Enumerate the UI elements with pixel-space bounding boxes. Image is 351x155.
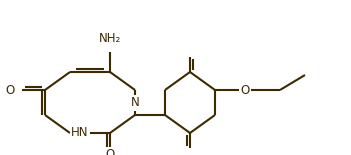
Text: O: O xyxy=(5,84,15,97)
Text: N: N xyxy=(131,97,139,109)
Text: O: O xyxy=(240,84,250,97)
Text: NH₂: NH₂ xyxy=(99,31,121,44)
Text: HN: HN xyxy=(71,126,89,140)
Text: O: O xyxy=(105,148,115,155)
